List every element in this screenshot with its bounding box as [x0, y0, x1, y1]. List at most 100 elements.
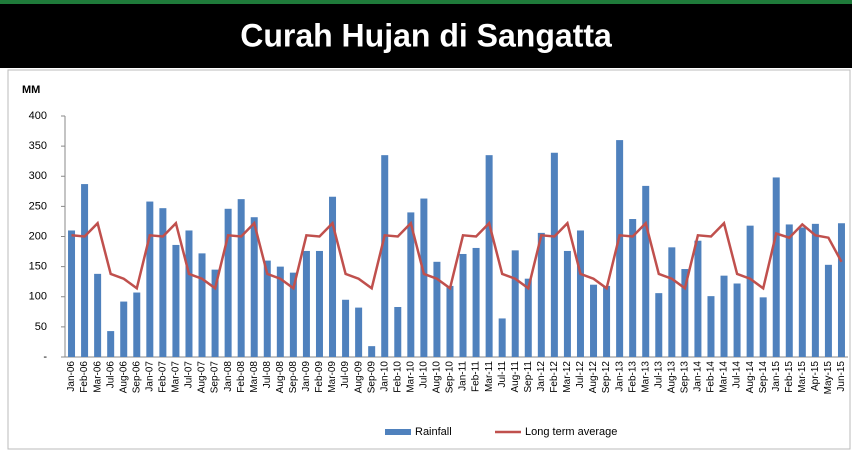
x-tick-label: Jan-06	[66, 361, 77, 392]
y-tick-label: -	[43, 351, 47, 363]
x-tick-label: Feb-15	[784, 361, 795, 393]
bar	[198, 253, 206, 357]
bar	[785, 224, 793, 357]
bar	[498, 318, 506, 357]
y-tick-label: 100	[29, 291, 47, 303]
bar	[342, 299, 350, 357]
bar	[537, 232, 545, 357]
y-tick-label: 200	[29, 230, 47, 242]
bar	[146, 201, 154, 357]
bar	[381, 155, 389, 357]
bar	[394, 306, 402, 357]
bar	[120, 301, 128, 357]
x-tick-label: Feb-14	[706, 361, 717, 393]
x-tick-label: Jan-13	[614, 361, 625, 392]
x-tick-label: May-15	[823, 361, 834, 395]
x-tick-label: Jan-10	[379, 361, 390, 392]
bar	[302, 250, 310, 357]
bar	[733, 283, 741, 357]
x-tick-label: Jul-14	[732, 361, 743, 389]
x-tick-label: Jul-11	[497, 361, 508, 388]
bar	[276, 266, 284, 357]
bar	[837, 223, 845, 357]
x-tick-label: Aug-10	[432, 361, 443, 394]
x-tick-label: Feb-08	[236, 361, 247, 393]
bar	[224, 208, 232, 357]
bar	[772, 177, 780, 357]
bar	[185, 230, 193, 357]
y-tick-label: 300	[29, 170, 47, 182]
bar	[237, 199, 245, 357]
x-tick-label: Jan-11	[458, 361, 469, 391]
x-tick-label: Sep-13	[680, 361, 691, 394]
y-tick-label: 400	[29, 110, 47, 122]
legend-label: Long term average	[525, 426, 617, 438]
bar	[616, 140, 624, 357]
x-tick-label: Jul-07	[184, 361, 195, 389]
x-tick-label: Mar-15	[797, 361, 808, 393]
chart-frame	[7, 69, 851, 450]
bar	[172, 244, 180, 357]
bar	[94, 273, 102, 357]
bar	[263, 260, 271, 357]
x-tick-label: Mar-06	[92, 361, 103, 393]
y-tick-label: 50	[35, 321, 47, 333]
x-tick-label: Sep-06	[131, 361, 142, 394]
bar	[563, 250, 571, 357]
bar	[642, 185, 650, 357]
line	[71, 220, 843, 291]
bar	[472, 247, 480, 357]
bar	[433, 261, 441, 357]
x-tick-label: Jul-10	[419, 361, 430, 389]
x-tick-label: Jan-07	[144, 361, 155, 392]
bar	[368, 346, 376, 357]
x-tick-label: Aug-12	[588, 361, 599, 394]
bar	[524, 278, 532, 357]
x-tick-label: Feb-06	[79, 361, 90, 393]
x-tick-label: Mar-12	[562, 361, 573, 393]
bar	[576, 230, 584, 357]
y-tick-label: 350	[29, 140, 47, 152]
x-tick-label: Mar-11	[484, 361, 495, 392]
x-tick-label: Aug-07	[197, 361, 208, 394]
x-tick-label: Sep-09	[366, 361, 377, 394]
x-tick-label: Mar-14	[719, 361, 730, 393]
x-tick-label: Mar-09	[327, 361, 338, 393]
bar	[681, 269, 689, 357]
bar	[315, 250, 323, 357]
x-tick-label: Sep-10	[445, 361, 456, 394]
x-tick-label: Aug-13	[666, 361, 677, 394]
bar	[707, 296, 715, 357]
x-tick-label: Sep-14	[758, 361, 769, 394]
x-tick-label: Aug-09	[353, 361, 364, 394]
bar	[159, 208, 167, 357]
legend-swatch	[385, 429, 411, 435]
bar	[811, 223, 819, 357]
bar	[759, 297, 767, 357]
x-tick-label: Feb-11	[471, 361, 482, 392]
bar	[107, 331, 115, 357]
bar	[720, 275, 728, 357]
x-tick-label: Aug-14	[745, 361, 756, 394]
x-tick-label: Mar-10	[405, 361, 416, 393]
bar	[459, 253, 467, 357]
x-tick-label: Aug-08	[275, 361, 286, 394]
x-tick-label: Jul-12	[575, 361, 586, 389]
x-tick-label: Sep-07	[210, 361, 221, 394]
x-tick-label: Jul-06	[105, 361, 116, 389]
y-axis-label: MM	[22, 84, 40, 96]
title-bar	[0, 0, 852, 68]
x-tick-label: Mar-13	[640, 361, 651, 393]
x-tick-label: Jun-15	[836, 361, 847, 392]
bar	[329, 196, 337, 357]
y-tick-label: 150	[29, 261, 47, 273]
bar	[824, 264, 832, 357]
x-tick-label: Feb-12	[549, 361, 560, 393]
bar	[550, 152, 558, 357]
x-tick-label: Mar-08	[249, 361, 260, 393]
x-tick-label: Jan-14	[693, 361, 704, 392]
bar	[355, 307, 363, 357]
x-tick-label: Jan-08	[223, 361, 234, 392]
bar	[211, 269, 219, 357]
bar	[81, 184, 89, 357]
